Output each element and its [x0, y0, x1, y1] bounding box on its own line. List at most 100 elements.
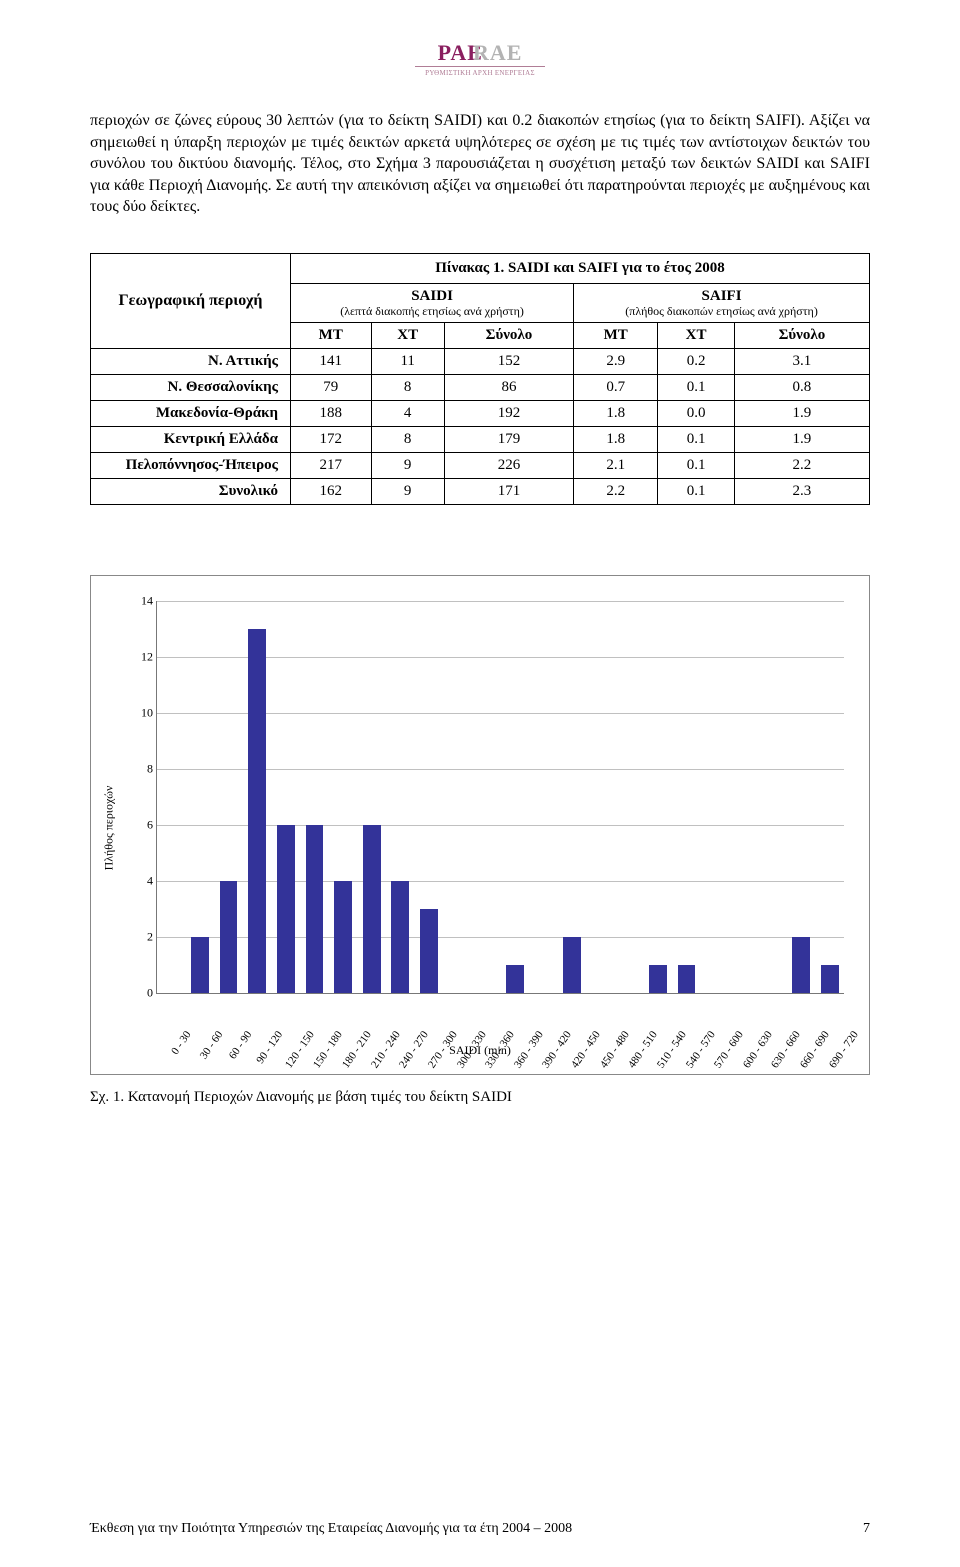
saifi-main: SAIFI — [580, 288, 863, 305]
page-number: 7 — [863, 1521, 870, 1537]
cell: 4 — [371, 401, 444, 427]
bar-slot: 180 - 210 — [329, 601, 358, 993]
cell: 2.1 — [574, 453, 658, 479]
saidi-main: SAIDI — [297, 288, 567, 305]
y-tick: 6 — [133, 818, 153, 833]
saidi-header: SAIDI (λεπτά διακοπής ετησίως ανά χρήστη… — [291, 283, 574, 322]
cell: 9 — [371, 479, 444, 505]
row-label: Συνολικό — [91, 479, 291, 505]
bar — [649, 965, 667, 993]
bar-slot: 270 - 300 — [415, 601, 444, 993]
col-header: ΧΤ — [658, 323, 735, 349]
cell: 192 — [444, 401, 573, 427]
bar — [277, 825, 295, 993]
cell: 2.9 — [574, 349, 658, 375]
bar-slot: 630 - 660 — [758, 601, 787, 993]
bar-slot: 570 - 600 — [701, 601, 730, 993]
bar — [792, 937, 810, 993]
bar-slot: 30 - 60 — [186, 601, 215, 993]
row-label: Μακεδονία-Θράκη — [91, 401, 291, 427]
table-row: Κεντρική Ελλάδα17281791.80.11.9 — [91, 427, 870, 453]
cell: 1.8 — [574, 427, 658, 453]
bar-slot: 210 - 240 — [357, 601, 386, 993]
plot-area: 0 - 3030 - 6060 - 9090 - 120120 - 150150… — [156, 601, 844, 994]
y-tick: 14 — [133, 594, 153, 609]
bar — [220, 881, 238, 993]
bar-slot: 420 - 450 — [558, 601, 587, 993]
y-tick: 8 — [133, 762, 153, 777]
cell: 0.7 — [574, 375, 658, 401]
cell: 162 — [291, 479, 372, 505]
cell: 179 — [444, 427, 573, 453]
x-tick: 90 - 120 — [254, 1029, 285, 1066]
cell: 141 — [291, 349, 372, 375]
saifi-header: SAIFI (πλήθος διακοπών ετησίως ανά χρήστ… — [574, 283, 870, 322]
logo-overlap: RAE — [473, 40, 522, 65]
cell: 2.2 — [574, 479, 658, 505]
saidi-saifi-table: Γεωγραφική περιοχή Πίνακας 1. SAIDI και … — [90, 253, 870, 505]
cell: 152 — [444, 349, 573, 375]
row-label: Πελοπόννησος-Ήπειρος — [91, 453, 291, 479]
cell: 217 — [291, 453, 372, 479]
cell: 8 — [371, 375, 444, 401]
y-tick: 2 — [133, 930, 153, 945]
y-tick: 10 — [133, 706, 153, 721]
saifi-sub: (πλήθος διακοπών ετησίως ανά χρήστη) — [580, 305, 863, 318]
cell: 9 — [371, 453, 444, 479]
col-header: ΜΤ — [574, 323, 658, 349]
bar — [821, 965, 839, 993]
cell: 1.9 — [734, 427, 869, 453]
bar — [334, 881, 352, 993]
table-title: Πίνακας 1. SAIDI και SAIFI για το έτος 2… — [291, 253, 870, 283]
bar-slot: 300 - 330 — [443, 601, 472, 993]
row-label: Ν. Αττικής — [91, 349, 291, 375]
cell: 11 — [371, 349, 444, 375]
row-label: Ν. Θεσσαλονίκης — [91, 375, 291, 401]
cell: 0.0 — [658, 401, 735, 427]
bar — [248, 629, 266, 993]
footer: Έκθεση για την Ποιότητα Υπηρεσιών της Ετ… — [90, 1521, 870, 1537]
y-tick: 0 — [133, 986, 153, 1001]
table-row: Πελοπόννησος-Ήπειρος21792262.10.12.2 — [91, 453, 870, 479]
bar-slot: 60 - 90 — [214, 601, 243, 993]
table-row: Ν. Αττικής141111522.90.23.1 — [91, 349, 870, 375]
cell: 3.1 — [734, 349, 869, 375]
cell: 0.1 — [658, 427, 735, 453]
bar-slot: 660 - 690 — [787, 601, 816, 993]
logo: PAERAE ΡΥΘΜΙΣΤΙΚΗ ΑΡΧΗ ΕΝΕΡΓΕΙΑΣ — [90, 40, 870, 80]
bar-slot: 390 - 420 — [529, 601, 558, 993]
y-axis-label: Πλήθος περιοχών — [102, 785, 117, 870]
histogram-chart: Πλήθος περιοχών 0 - 3030 - 6060 - 9090 -… — [90, 575, 870, 1075]
bar — [563, 937, 581, 993]
cell: 0.1 — [658, 453, 735, 479]
row-label: Κεντρική Ελλάδα — [91, 427, 291, 453]
bar — [306, 825, 324, 993]
table-row: Μακεδονία-Θράκη18841921.80.01.9 — [91, 401, 870, 427]
x-tick: 60 - 90 — [226, 1029, 254, 1061]
cell: 188 — [291, 401, 372, 427]
bar-slot: 240 - 270 — [386, 601, 415, 993]
logo-sub: ΡΥΘΜΙΣΤΙΚΗ ΑΡΧΗ ΕΝΕΡΓΕΙΑΣ — [415, 66, 545, 77]
bar — [678, 965, 696, 993]
body-paragraph: περιοχών σε ζώνες εύρους 30 λεπτών (για … — [90, 110, 870, 218]
table-row: Συνολικό16291712.20.12.3 — [91, 479, 870, 505]
bar-slot: 600 - 630 — [730, 601, 759, 993]
table-row: Ν. Θεσσαλονίκης798860.70.10.8 — [91, 375, 870, 401]
cell: 86 — [444, 375, 573, 401]
cell: 2.3 — [734, 479, 869, 505]
cell: 0.2 — [658, 349, 735, 375]
bar-slot: 0 - 30 — [157, 601, 186, 993]
cell: 226 — [444, 453, 573, 479]
cell: 172 — [291, 427, 372, 453]
cell: 1.9 — [734, 401, 869, 427]
col-header: ΧΤ — [371, 323, 444, 349]
bar-slot: 360 - 390 — [501, 601, 530, 993]
bar-slot: 90 - 120 — [243, 601, 272, 993]
bar-slot: 150 - 180 — [300, 601, 329, 993]
bar-slot: 510 - 540 — [644, 601, 673, 993]
saidi-sub: (λεπτά διακοπής ετησίως ανά χρήστη) — [297, 305, 567, 318]
cell: 171 — [444, 479, 573, 505]
bar — [420, 909, 438, 993]
cell: 79 — [291, 375, 372, 401]
cell: 2.2 — [734, 453, 869, 479]
